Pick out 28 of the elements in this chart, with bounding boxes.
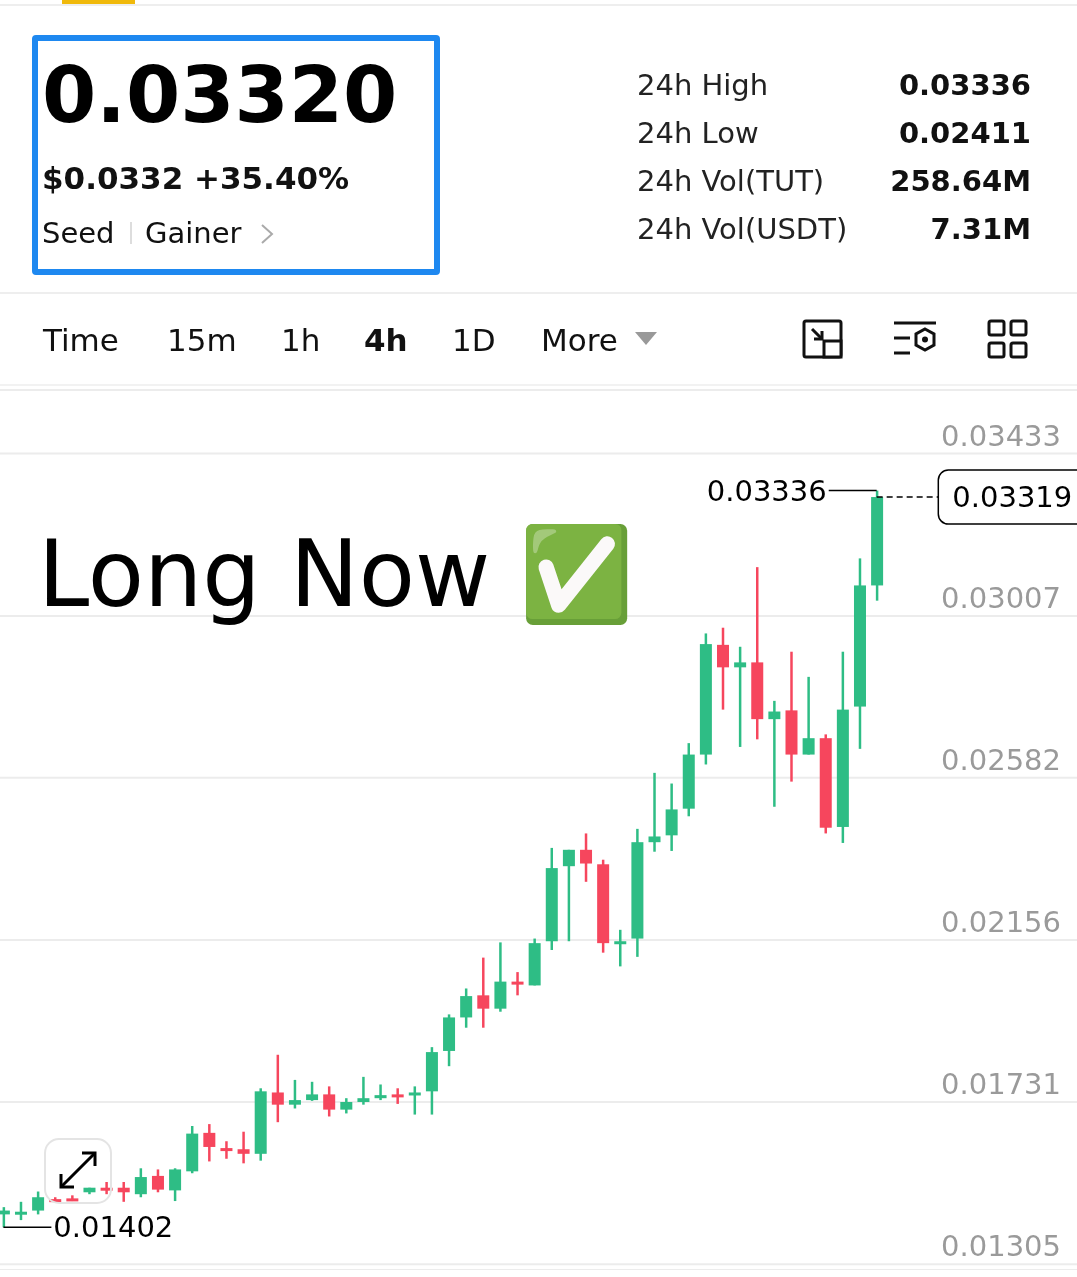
ref-line-label: 0.03319 [952,480,1073,515]
y-tick-label: 0.02582 [941,742,1061,777]
text: 7.31M [930,211,1031,248]
annotation: 0.01402 [53,1210,174,1245]
text: Seed [42,215,115,252]
text: 4h [364,321,408,360]
text: 24h Vol(USDT) [637,211,848,248]
y-tick-label: 0.03007 [941,580,1061,615]
text: Gainer [145,215,242,252]
text: Time [43,321,119,360]
text: 1h [281,321,321,360]
text: 24h Vol(TUT) [637,163,825,200]
text: 258.64M [890,163,1031,200]
y-tick-label: 0.03433 [941,418,1061,453]
chart-subtitle: $0.0332 +35.40% [42,159,350,198]
text: 24h Low [637,115,759,152]
y-tick-label: 0.01731 [941,1067,1061,1101]
y-tick-label: 0.02156 [941,905,1061,940]
y-tick-label: 0.01305 [941,1229,1061,1264]
text: 24h High [637,67,769,104]
text: 1D [452,321,496,360]
text: More [541,321,618,360]
text: 15m [167,321,237,360]
annotation: 0.03336 [706,473,827,508]
text: 0.02411 [898,115,1031,152]
text: 0.03336 [898,67,1031,104]
chart-title: 0.03320 [42,50,398,140]
annotation: Long Now ✅ [38,520,635,630]
